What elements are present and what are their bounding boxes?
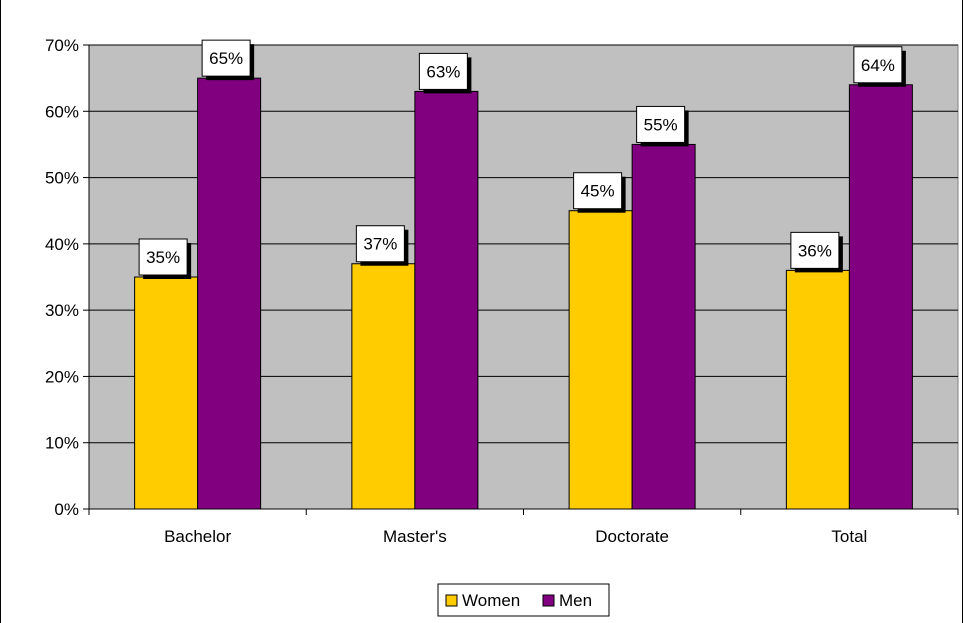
data-label-box: [201, 39, 251, 77]
data-label: 55%: [644, 115, 678, 134]
y-tick-label: 70%: [45, 36, 79, 55]
y-tick-label: 0%: [54, 500, 79, 519]
bars: [134, 77, 913, 510]
bar-women: [134, 276, 199, 510]
bar-men: [631, 143, 696, 510]
y-tick-label: 10%: [45, 434, 79, 453]
data-label-box: [573, 172, 623, 210]
legend-swatch-women: [445, 594, 458, 607]
legend: Women Men: [437, 583, 610, 617]
legend-box: [437, 583, 610, 617]
y-tick-label: 20%: [45, 367, 79, 386]
x-category-label: Total: [831, 527, 867, 546]
bar-men: [848, 84, 913, 510]
data-label-box: [636, 105, 686, 143]
data-label: 64%: [861, 56, 895, 75]
y-tick-label: 30%: [45, 301, 79, 320]
data-label: 37%: [363, 235, 397, 254]
x-category-label: Bachelor: [164, 527, 231, 546]
data-label-box: [138, 238, 188, 276]
x-category-label: Doctorate: [595, 527, 669, 546]
data-label-box: [853, 46, 903, 84]
data-label-box: [355, 225, 405, 263]
data-label: 63%: [426, 62, 460, 81]
axes: 0% 10% 20% 30% 40% 50% 60% 70% Bachelor Master's D…: [45, 36, 959, 546]
data-label-box: [790, 231, 840, 269]
y-tick-label: 50%: [45, 169, 79, 188]
data-label: 45%: [581, 182, 615, 201]
legend-swatch-men: [542, 594, 555, 607]
x-category-label: Master's: [383, 527, 447, 546]
data-label: 36%: [798, 241, 832, 260]
bar-women: [351, 263, 416, 510]
legend-label-women: Women: [462, 591, 520, 610]
bar-men: [414, 90, 479, 510]
data-label: 35%: [146, 248, 180, 267]
y-tick-label: 40%: [45, 235, 79, 254]
bar-men: [197, 77, 262, 510]
data-labels: 35% 65% 37% 63% 45% 55% 36% 64%: [138, 39, 906, 279]
y-tick-label: 60%: [45, 102, 79, 121]
bar-women: [785, 269, 850, 510]
bar-women: [568, 210, 633, 510]
data-label: 65%: [209, 49, 243, 68]
data-label-box: [418, 52, 468, 90]
legend-label-men: Men: [559, 591, 592, 610]
